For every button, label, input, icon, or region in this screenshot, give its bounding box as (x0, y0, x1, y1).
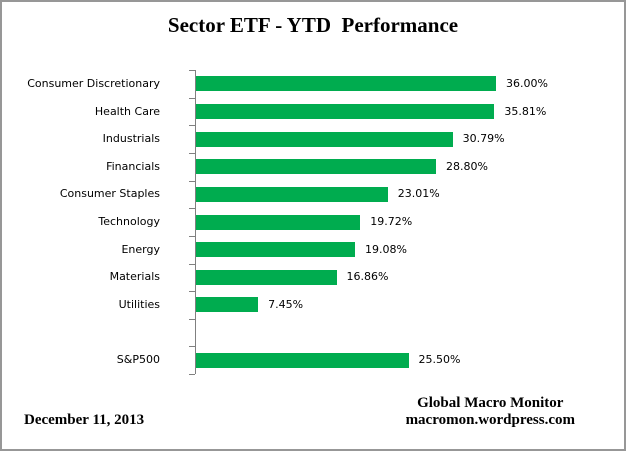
bar (196, 214, 361, 230)
bar (196, 297, 259, 313)
bar-value-label: 36.00% (506, 76, 548, 90)
axis-tick (189, 70, 195, 71)
bar-value-label: 30.79% (462, 132, 505, 146)
category-label: Materials (109, 270, 160, 284)
plot-area: Consumer Discretionary 36.00% Health Care 3… (2, 70, 624, 375)
bar-value-label: 23.01% (397, 187, 440, 201)
category-label: Utilities (118, 297, 160, 311)
axis-tick (189, 152, 195, 154)
bar-value-label: 25.50% (418, 353, 461, 367)
axis-tick (189, 374, 195, 375)
axis-tick (189, 346, 195, 348)
bar (196, 76, 496, 92)
category-label: Technology (98, 215, 160, 228)
axis-tick (189, 180, 195, 182)
bar-value-label: 35.81% (504, 104, 547, 118)
axis-tick (189, 263, 195, 265)
source-url: macromon.wordpress.com (405, 412, 575, 428)
bar (196, 186, 388, 202)
bar-value-label: 28.80% (446, 159, 488, 173)
category-label: Consumer Staples (59, 187, 160, 201)
axis-tick (189, 235, 195, 237)
chart-title: Sector ETF - YTD Performance (167, 13, 459, 37)
bar (196, 352, 409, 368)
bar (196, 242, 355, 258)
bar (196, 104, 495, 119)
category-axis-line (195, 70, 196, 374)
source-name: Global Macro Monitor (417, 395, 564, 411)
axis-tick (189, 318, 195, 320)
category-label: Health Care (94, 104, 160, 118)
bar (196, 159, 436, 175)
date-label: December 11, 2013 (24, 412, 145, 428)
category-label: Energy (121, 242, 160, 256)
category-label: Financials (106, 159, 160, 173)
bar-value-label: 7.45% (268, 297, 304, 311)
category-label: Consumer Discretionary (27, 76, 160, 90)
axis-tick (189, 291, 195, 293)
bar-value-label: 19.08% (365, 242, 407, 256)
source-block: Global Macro Monitor macromon.wordpress.… (406, 395, 575, 429)
bar-value-label: 19.72% (370, 215, 413, 228)
category-label: Industrials (102, 132, 160, 146)
axis-tick (189, 97, 195, 99)
axis-tick (189, 125, 195, 127)
axis-tick (189, 208, 195, 210)
category-label: S&P500 (116, 353, 160, 367)
bar-value-label: 16.86% (346, 270, 389, 284)
bar (196, 131, 453, 147)
bar (196, 269, 337, 285)
